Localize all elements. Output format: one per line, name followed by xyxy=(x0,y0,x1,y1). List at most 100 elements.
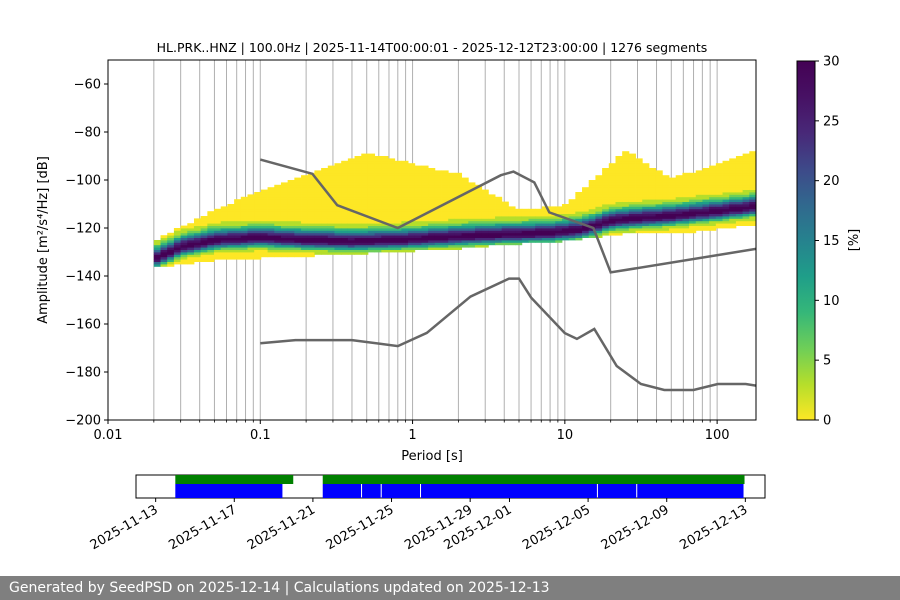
psd-cell xyxy=(287,199,295,202)
psd-cell xyxy=(307,182,315,186)
psd-cell xyxy=(334,242,342,246)
psd-cell xyxy=(367,168,376,171)
psd-cell xyxy=(628,160,636,164)
psd-cell xyxy=(575,201,583,205)
psd-cell xyxy=(153,256,161,260)
psd-cell xyxy=(280,252,289,255)
psd-cell xyxy=(381,242,389,246)
psd-cell xyxy=(695,170,703,174)
psd-cell xyxy=(608,216,616,219)
psd-cell xyxy=(575,204,583,207)
psd-cell xyxy=(588,211,596,214)
psd-cell xyxy=(254,235,262,238)
psd-cell xyxy=(588,228,596,231)
psd-cell xyxy=(354,228,362,231)
colorbar xyxy=(796,60,816,421)
psd-cell xyxy=(448,232,456,236)
psd-cell xyxy=(394,206,402,210)
psd-cell xyxy=(394,175,402,178)
psd-cell xyxy=(461,223,469,226)
psd-cell xyxy=(227,252,235,255)
psd-cell xyxy=(354,196,362,200)
psd-cell xyxy=(428,218,436,222)
psd-cell xyxy=(608,218,616,222)
psd-cell xyxy=(528,237,536,241)
psd-cell xyxy=(454,172,463,176)
psd-cell xyxy=(555,232,563,236)
psd-cell xyxy=(347,249,355,253)
psd-cell xyxy=(374,213,382,217)
psd-cell xyxy=(321,199,329,202)
psd-cell xyxy=(327,201,335,205)
psd-cell xyxy=(648,208,657,212)
psd-cell xyxy=(742,165,750,169)
psd-cell xyxy=(341,182,349,186)
psd-cell xyxy=(495,201,503,205)
psd-cell xyxy=(301,180,309,183)
psd-cell xyxy=(287,201,295,205)
psd-cell xyxy=(682,199,690,202)
psd-cell xyxy=(421,189,429,193)
psd-cell xyxy=(528,211,536,214)
psd-cell xyxy=(729,208,737,212)
psd-cell xyxy=(207,235,215,238)
psd-cell xyxy=(608,225,616,229)
psd-cell xyxy=(428,204,436,207)
psd-cell xyxy=(193,249,202,253)
psd-cell xyxy=(287,216,295,219)
psd-cell xyxy=(327,199,335,202)
psd-cell xyxy=(648,225,657,229)
psd-cell xyxy=(582,187,590,190)
psd-cell xyxy=(454,228,463,231)
psd-cell xyxy=(294,216,302,219)
psd-cell xyxy=(307,235,315,238)
psd-cell xyxy=(548,237,556,241)
psd-cell xyxy=(367,156,376,159)
psd-cell xyxy=(448,201,456,205)
psd-cell xyxy=(541,240,549,243)
psd-cell xyxy=(461,184,469,188)
psd-cell xyxy=(615,156,623,159)
psd-cell xyxy=(361,208,369,212)
psd-cell xyxy=(307,199,315,202)
psd-cell xyxy=(260,230,268,234)
psd-cell xyxy=(327,244,335,248)
psd-cell xyxy=(381,240,389,243)
psd-cell xyxy=(381,216,389,219)
psd-cell xyxy=(481,189,489,193)
psd-cell xyxy=(709,204,717,207)
psd-cell xyxy=(635,189,643,193)
psd-cell xyxy=(408,228,416,231)
psd-cell xyxy=(695,172,703,176)
psd-cell xyxy=(260,240,268,243)
psd-cell xyxy=(234,242,242,246)
psd-cell xyxy=(240,211,248,214)
psd-cell xyxy=(662,225,670,229)
psd-cell xyxy=(602,208,610,212)
psd-cell xyxy=(361,223,369,226)
psd-cell xyxy=(669,189,677,193)
psd-cell xyxy=(240,252,248,255)
psd-cell xyxy=(408,225,416,229)
psd-cell xyxy=(341,170,349,174)
psd-cell xyxy=(729,189,737,193)
psd-cell xyxy=(341,225,349,229)
psd-cell xyxy=(495,223,503,226)
psd-cell xyxy=(421,204,429,207)
psd-cell xyxy=(568,230,576,234)
psd-cell xyxy=(561,220,570,224)
psd-cell xyxy=(735,182,744,186)
psd-cell xyxy=(602,192,610,195)
psd-cell xyxy=(187,232,195,236)
psd-cell xyxy=(167,235,175,238)
psd-cell xyxy=(642,220,650,224)
psd-cell xyxy=(327,240,335,243)
psd-cell xyxy=(468,196,476,200)
psd-cell xyxy=(441,242,449,246)
psd-cell xyxy=(227,208,235,212)
psd-cell xyxy=(180,249,188,253)
psd-cell xyxy=(193,218,202,222)
psd-cell xyxy=(722,201,730,205)
psd-availability-bar xyxy=(175,484,283,498)
psd-cell xyxy=(454,232,463,236)
